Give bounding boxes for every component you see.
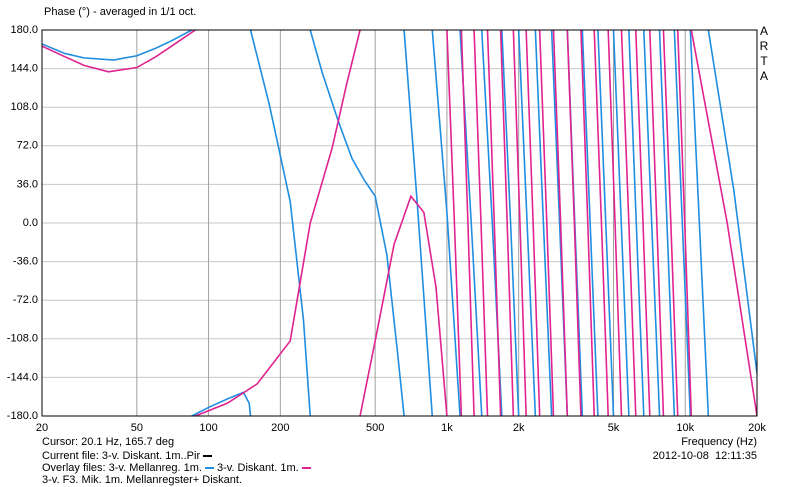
logo: ARTA: [757, 24, 771, 84]
legend: 3-v. Mellanreg. 1m. 3-v. Diskant. 1m.: [109, 462, 314, 474]
series-line: [42, 30, 757, 416]
legend-label: 3-v. Mellanreg. 1m.: [108, 462, 202, 474]
y-tick-label: -180.0: [7, 410, 38, 422]
overlay-label: Overlay files:: [42, 462, 106, 474]
x-tick-label: 200: [271, 422, 289, 434]
y-tick-label: 144.0: [10, 63, 38, 75]
x-axis-label: Frequency (Hz): [681, 436, 757, 448]
current-file-row: Current file: 3-v. Diskant. 1m..Pir: [42, 450, 215, 462]
y-tick-label: -36.0: [13, 256, 38, 268]
y-tick-label: -108.0: [7, 333, 38, 345]
y-tick-label: 72.0: [17, 140, 38, 152]
x-tick-label: 1k: [441, 422, 453, 434]
chart-title: Phase (°) - averaged in 1/1 oct.: [44, 6, 196, 18]
x-tick-label: 500: [366, 422, 384, 434]
y-tick-label: -144.0: [7, 371, 38, 383]
x-tick-label: 5k: [608, 422, 620, 434]
x-tick-label: 10k: [676, 422, 694, 434]
legend-swatch: [204, 467, 214, 470]
x-tick-label: 100: [199, 422, 217, 434]
x-tick-label: 50: [131, 422, 143, 434]
overlay-row: Overlay files: 3-v. Mellanreg. 1m. 3-v. D…: [42, 462, 314, 474]
y-tick-label: -72.0: [13, 294, 38, 306]
y-tick-label: 0.0: [23, 217, 38, 229]
legend-swatch: [301, 467, 311, 470]
x-tick-label: 20: [36, 422, 48, 434]
x-tick-label: 20k: [748, 422, 766, 434]
y-tick-label: 36.0: [17, 178, 38, 190]
x-tick-label: 2k: [513, 422, 525, 434]
current-file: Current file: 3-v. Diskant. 1m..Pir: [42, 450, 201, 462]
cursor-readout: Cursor: 20.1 Hz, 165.7 deg: [42, 436, 175, 448]
footer-line: 3-v. F3. Mik. 1m. Mellanregster+ Diskant…: [42, 474, 242, 486]
y-tick-label: 108.0: [10, 101, 38, 113]
curves: [42, 30, 757, 416]
y-tick-label: 180.0: [10, 24, 38, 36]
plot-frame: [41, 29, 758, 417]
timestamp: 2012-10-08 12:11:35: [652, 450, 757, 462]
legend-label: 3-v. Diskant. 1m.: [216, 462, 299, 474]
current-file-swatch: [203, 455, 213, 458]
